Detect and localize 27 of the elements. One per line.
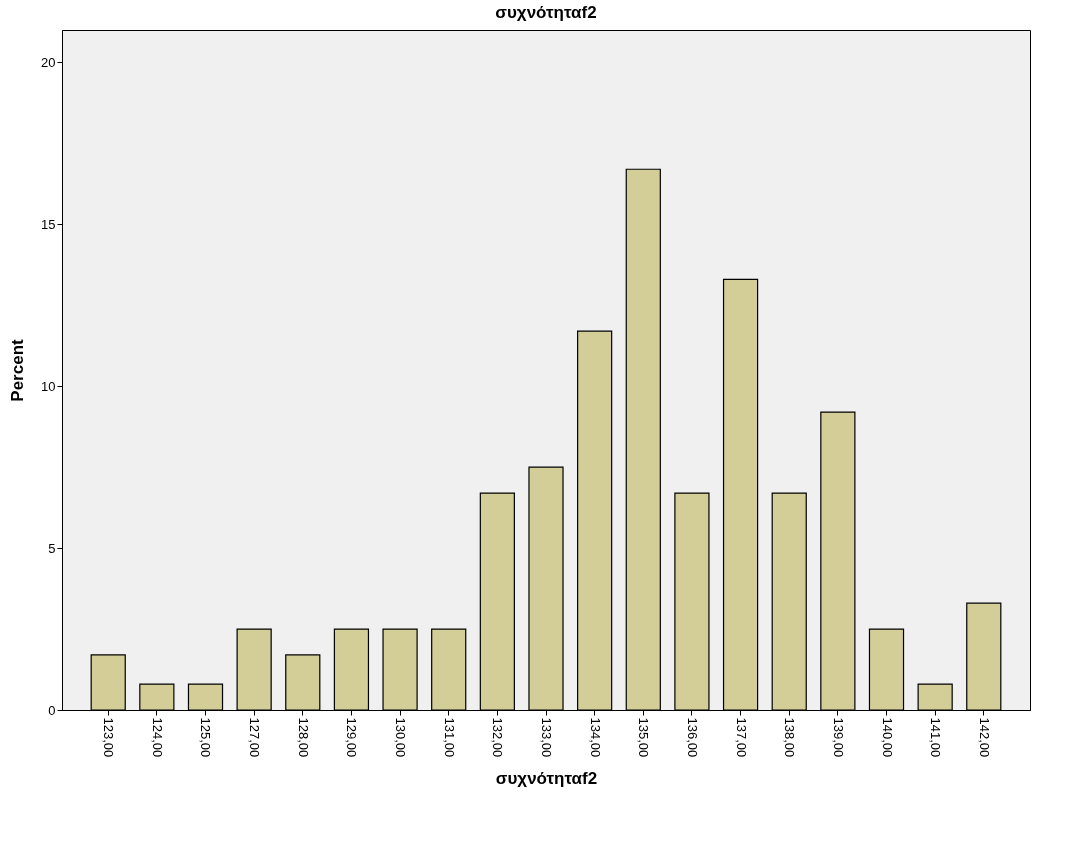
- x-tick-label: 135,00: [636, 717, 652, 758]
- x-tick-label: 136,00: [684, 717, 700, 758]
- x-tick-label: 139,00: [830, 717, 846, 758]
- x-tick-label: 142,00: [976, 717, 992, 758]
- x-tick-label: 132,00: [490, 717, 506, 758]
- x-axis-title: συχνότηταf2: [495, 769, 598, 789]
- x-tick-label: 123,00: [101, 717, 117, 758]
- x-tick-label: 134,00: [587, 717, 603, 758]
- x-tick-label: 138,00: [782, 717, 798, 758]
- x-tick-label: 127,00: [247, 717, 263, 758]
- y-tick-label: 20: [41, 54, 56, 70]
- x-tick-label: 125,00: [198, 717, 214, 758]
- x-tick-label: 133,00: [539, 717, 554, 758]
- x-tick-label: 137,00: [733, 717, 749, 758]
- y-tick-label: 0: [48, 702, 56, 718]
- y-tick-label: 5: [48, 540, 56, 556]
- x-tick-label: 131,00: [441, 717, 457, 758]
- x-tick-label: 128,00: [295, 717, 311, 758]
- x-tick-label: 141,00: [928, 717, 944, 758]
- y-tick-label: 15: [41, 216, 56, 232]
- y-axis-title: Percent: [8, 338, 28, 402]
- x-tick-label: 129,00: [344, 717, 360, 758]
- x-tick-label: 130,00: [393, 717, 409, 758]
- x-tick-label: 140,00: [879, 717, 895, 758]
- x-tick-label: 124,00: [149, 717, 165, 758]
- chart-title: συχνότηταf2: [495, 3, 597, 22]
- y-tick-label: 10: [41, 378, 56, 394]
